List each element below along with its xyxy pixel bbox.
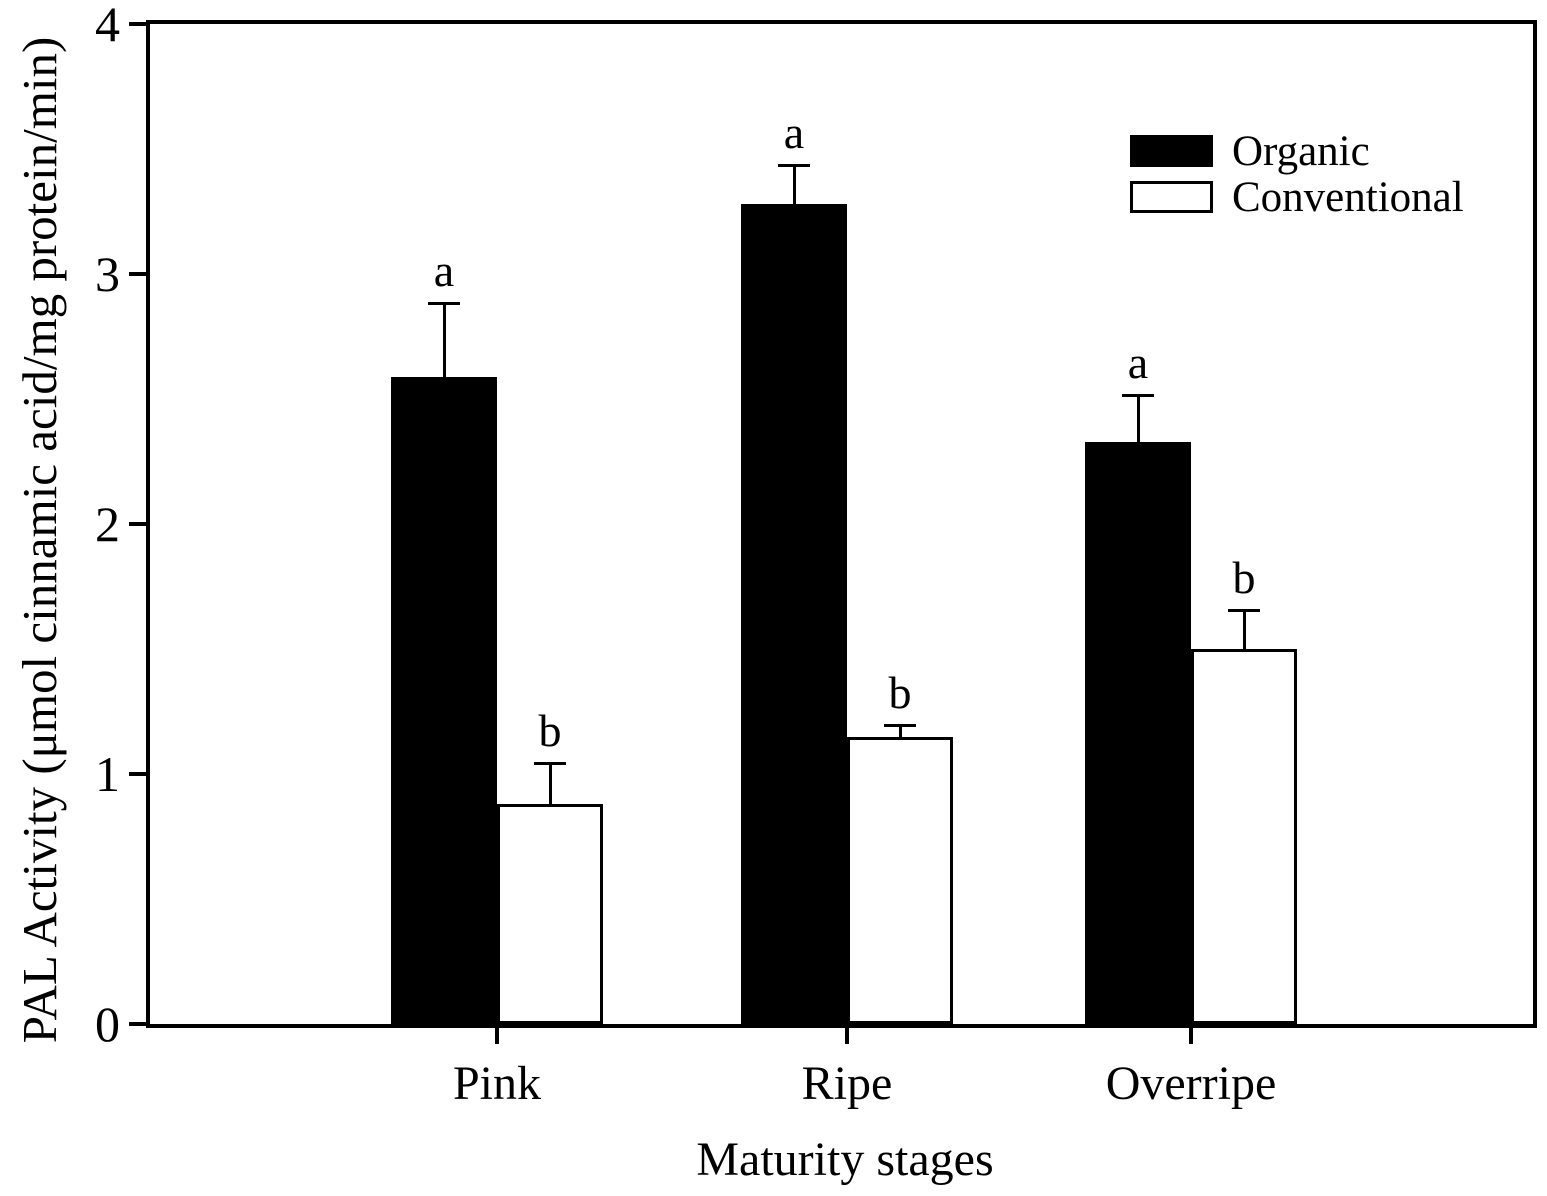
bar-organic-pink xyxy=(391,376,497,1024)
bar-organic-overripe xyxy=(1085,441,1191,1024)
y-tick-label-0: 0 xyxy=(95,996,120,1052)
y-tick-label-4: 4 xyxy=(95,0,120,52)
significance-letter-conventional-overripe: b xyxy=(1232,552,1256,603)
error-bar-conventional-overripe xyxy=(1242,609,1246,649)
significance-letter-conventional-ripe: b xyxy=(888,667,912,718)
legend-label-conventional: Conventional xyxy=(1232,173,1464,221)
bar-conventional-ripe xyxy=(847,736,953,1024)
legend-label-organic: Organic xyxy=(1232,127,1370,175)
x-tick-label-ripe: Ripe xyxy=(801,1057,893,1110)
error-bar-cap-conventional-overripe xyxy=(1228,609,1260,612)
error-bar-organic-pink xyxy=(442,301,446,377)
x-tick-pink xyxy=(495,1028,499,1044)
x-tick-label-overripe: Overripe xyxy=(1105,1057,1277,1110)
y-tick-label-3: 3 xyxy=(95,246,120,302)
error-bar-cap-conventional-pink xyxy=(534,761,566,765)
y-axis-label: PAL Activity (μmol cinnamic acid/mg prot… xyxy=(12,36,67,1044)
legend: Organic Conventional xyxy=(1130,130,1464,227)
x-tick-overripe xyxy=(1189,1028,1193,1044)
x-tick-ripe xyxy=(845,1028,849,1044)
x-axis-label: Maturity stages xyxy=(696,1133,994,1186)
bar-conventional-overripe xyxy=(1191,649,1297,1024)
significance-letter-organic-pink: a xyxy=(433,244,455,296)
legend-swatch-organic-icon xyxy=(1130,135,1213,167)
y-tick-1 xyxy=(129,772,146,776)
significance-letter-conventional-pink: b xyxy=(538,704,562,756)
y-tick-label-1: 1 xyxy=(95,746,120,802)
error-bar-cap-conventional-ripe xyxy=(884,724,916,727)
error-bar-organic-overripe xyxy=(1136,394,1140,442)
error-bar-conventional-pink xyxy=(548,761,552,804)
bar-organic-ripe xyxy=(741,204,847,1024)
significance-letter-organic-ripe: a xyxy=(783,107,805,158)
legend-entry-organic: Organic xyxy=(1130,130,1464,173)
y-tick-2 xyxy=(129,522,146,526)
y-tick-4 xyxy=(129,22,146,26)
y-tick-label-2: 2 xyxy=(95,496,120,552)
bar-conventional-pink xyxy=(497,804,603,1024)
legend-swatch-conventional-icon xyxy=(1130,181,1213,213)
error-bar-cap-organic-overripe xyxy=(1122,394,1154,397)
error-bar-cap-organic-ripe xyxy=(778,164,810,167)
error-bar-conventional-ripe xyxy=(898,724,902,737)
error-bar-organic-ripe xyxy=(792,164,796,204)
y-tick-0 xyxy=(129,1022,146,1026)
y-tick-3 xyxy=(129,272,146,276)
error-bar-cap-organic-pink xyxy=(428,301,460,305)
x-tick-label-pink: Pink xyxy=(452,1057,542,1110)
legend-entry-conventional: Conventional xyxy=(1130,176,1464,219)
significance-letter-organic-overripe: a xyxy=(1127,337,1149,388)
